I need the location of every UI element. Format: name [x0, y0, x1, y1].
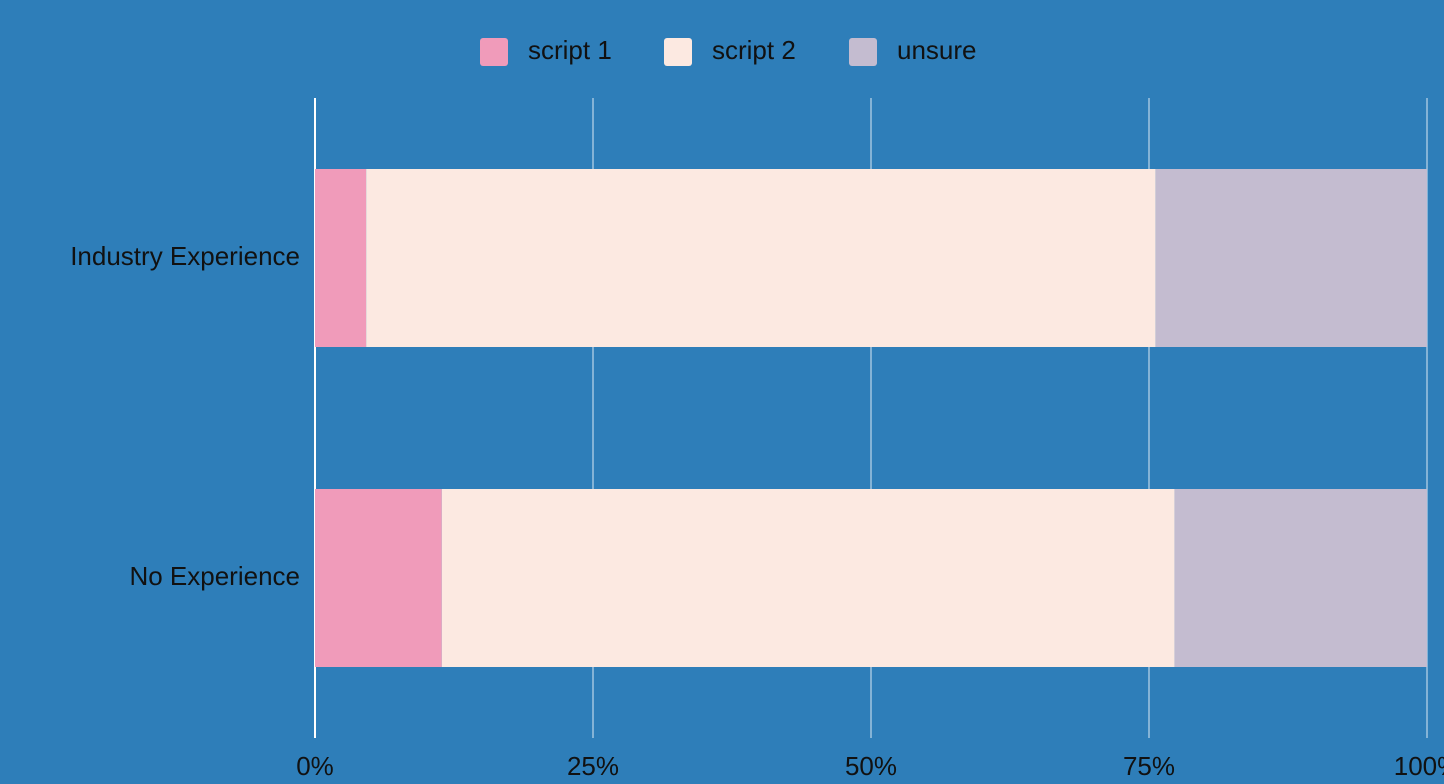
bar-segment — [315, 169, 367, 347]
x-tick-label: 25% — [567, 751, 619, 781]
bar-segment — [366, 169, 1156, 347]
bar-segment — [315, 489, 442, 667]
y-tick-label: Industry Experience — [70, 241, 300, 271]
x-tick-label: 50% — [845, 751, 897, 781]
legend-label: unsure — [897, 35, 977, 65]
legend-swatch — [849, 38, 877, 66]
legend-swatch — [480, 38, 508, 66]
bar-segment — [441, 489, 1175, 667]
legend-swatch — [664, 38, 692, 66]
y-tick-label: No Experience — [129, 561, 300, 591]
x-tick-label: 75% — [1123, 751, 1175, 781]
bar-segment — [1155, 169, 1427, 347]
x-tick-label: 0% — [296, 751, 334, 781]
legend-label: script 1 — [528, 35, 612, 65]
bar-segment — [1174, 489, 1427, 667]
x-tick-label: 100% — [1394, 751, 1444, 781]
legend-label: script 2 — [712, 35, 796, 65]
